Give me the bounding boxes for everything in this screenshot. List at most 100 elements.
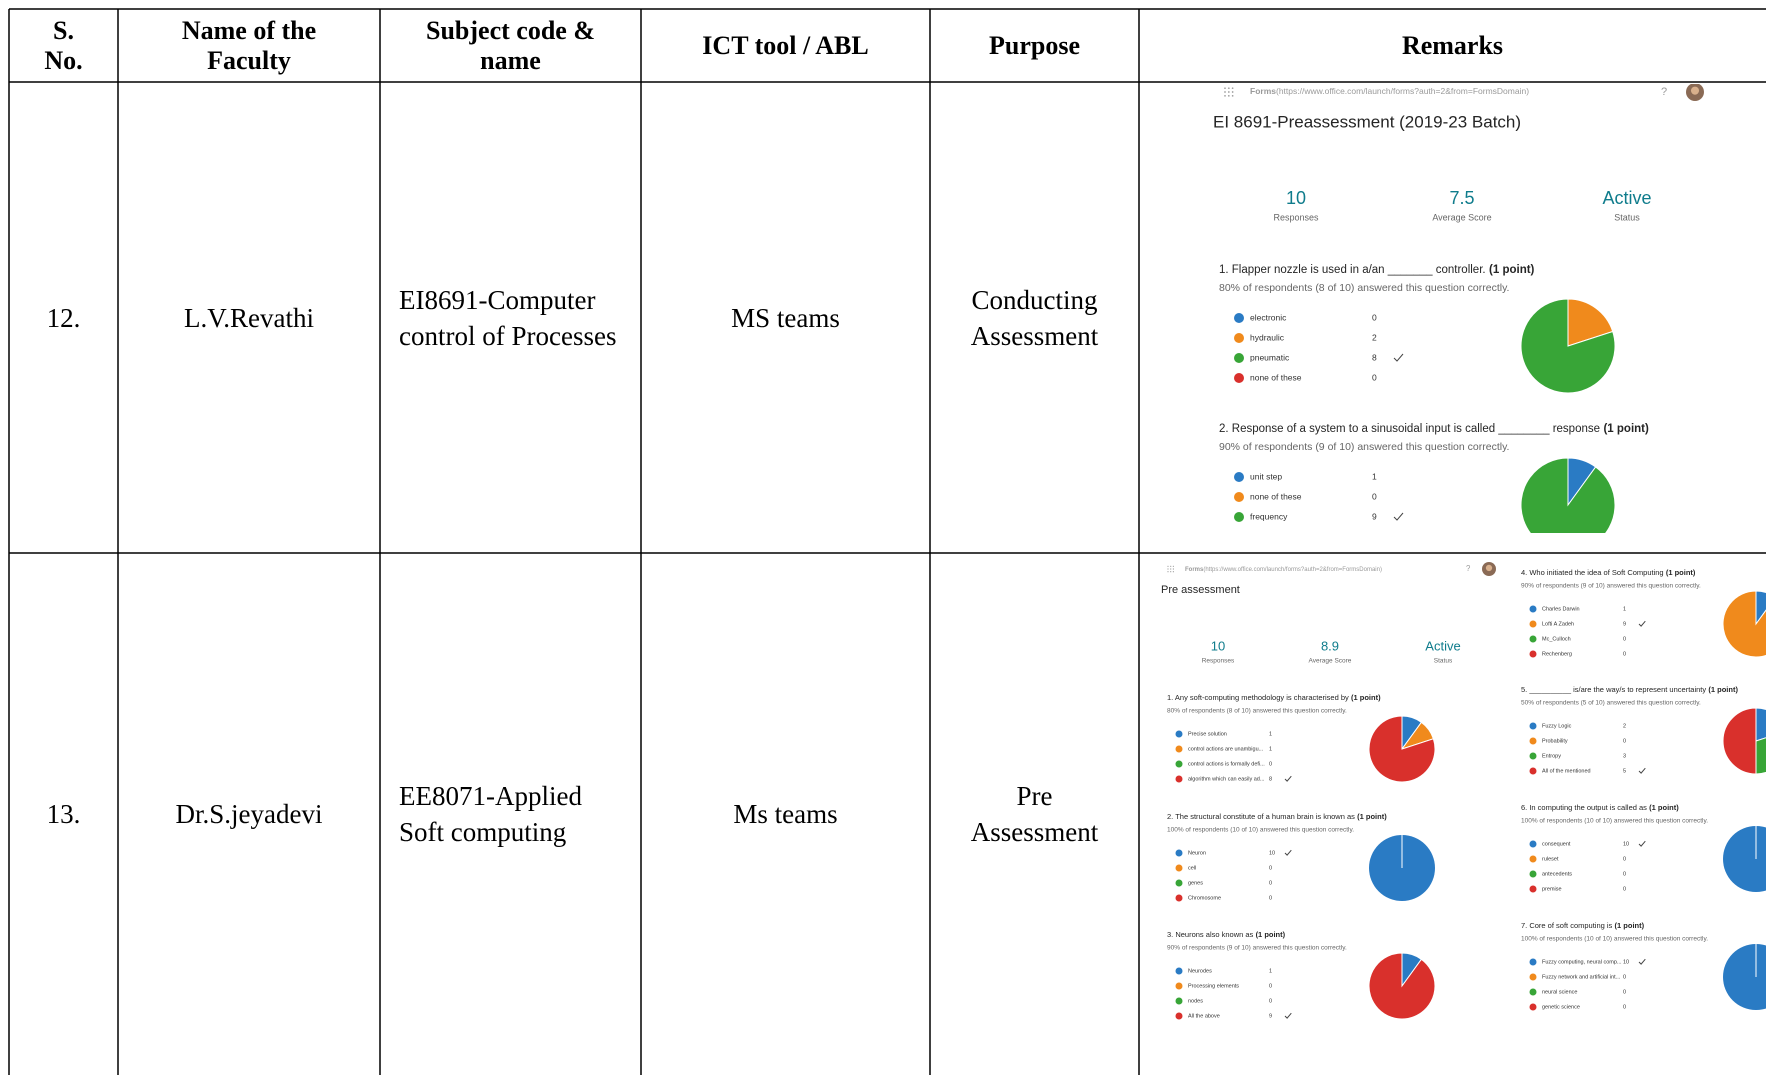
app-name: Forms (1185, 567, 1204, 573)
header-text: Name of the Faculty (181, 15, 317, 75)
question-summary: 50% of respondents (5 of 10) answered th… (1521, 700, 1701, 707)
option-dot (1175, 849, 1183, 857)
option-label: Entropy (1542, 753, 1561, 759)
app-grid-icon (1227, 87, 1230, 90)
app-grid-icon (1172, 568, 1174, 570)
option-count: 10 (1623, 959, 1629, 965)
option-dot (1175, 760, 1183, 768)
question-summary: 100% of respondents (10 of 10) answered … (1521, 936, 1708, 943)
option-count: 0 (1623, 871, 1626, 877)
subject-cell: EE8071-Applied Soft computing (380, 553, 641, 1075)
option-count: 0 (1372, 312, 1377, 322)
option-dot (1529, 620, 1537, 628)
question-points: (1 point) (1708, 685, 1738, 694)
option-count: 2 (1372, 332, 1377, 342)
stat-value: 7.5 (1449, 188, 1474, 208)
option-count: 1 (1269, 731, 1272, 737)
option-label: electronic (1250, 312, 1287, 322)
question-summary: 90% of respondents (9 of 10) answered th… (1219, 441, 1509, 453)
question-prompt: 2. Response of a system to a sinusoidal … (1219, 423, 1649, 435)
option-dot (1234, 512, 1244, 522)
option-count: 0 (1623, 738, 1626, 744)
stat-value: Active (1425, 638, 1460, 653)
app-grid-icon (1224, 91, 1226, 93)
pie-slice (1401, 715, 1423, 751)
question-prompt: 6. In computing the output is called as(… (1521, 803, 1679, 812)
stat-label: Status (1614, 212, 1640, 222)
question-prompt: 7. Core of soft computing is (1 point) (1521, 921, 1645, 930)
header-cell: ICT tool / ABL (641, 9, 930, 82)
option-count: 10 (1269, 850, 1275, 856)
option-label: Precise solution (1188, 731, 1227, 737)
header-cell: S. No. (9, 9, 118, 82)
app-grid-icon (1231, 87, 1234, 90)
option-dot (1529, 958, 1537, 966)
faculty-cell: L.V.Revathi (118, 82, 380, 553)
app-url: (https://www.office.com/launch/forms?aut… (1276, 86, 1529, 96)
correct-check (1284, 775, 1292, 782)
pie-slice (1755, 707, 1766, 742)
header-cell: Subject code & name (380, 9, 641, 82)
option-dot (1529, 767, 1537, 775)
avatar (1482, 562, 1496, 576)
app-grid-icon (1227, 91, 1230, 93)
app-name: Forms (1250, 86, 1276, 96)
app-url: (https://www.office.com/launch/forms?aut… (1203, 567, 1382, 573)
option-count: 0 (1623, 974, 1626, 980)
option-label: cell (1188, 865, 1196, 871)
option-count: 0 (1269, 865, 1272, 871)
option-label: ruleset (1542, 856, 1559, 862)
option-dot (1234, 373, 1244, 383)
stat-label: Average Score (1432, 212, 1491, 222)
stat-label: Average Score (1309, 658, 1352, 665)
option-label: Probability (1542, 738, 1568, 744)
header-text: Subject code & name (426, 15, 595, 75)
option-dot (1529, 885, 1537, 893)
pie-slice (1755, 737, 1766, 775)
correct-check (1284, 849, 1292, 856)
option-label: nodes (1188, 998, 1203, 1004)
option-dot (1175, 982, 1183, 990)
option-label: Mc_Culloch (1542, 636, 1571, 642)
option-count: 0 (1269, 880, 1272, 886)
option-label: Fuzzy Logic (1542, 723, 1572, 729)
option-dot (1175, 967, 1183, 975)
pie-slice (1368, 715, 1436, 783)
question-prompt: 2. The structural constitute of a human … (1167, 812, 1387, 821)
option-dot (1529, 988, 1537, 996)
correct-check (1638, 767, 1646, 774)
pie-slice (1400, 721, 1435, 750)
purpose: Pre Assessment (970, 781, 1099, 847)
option-count: 9 (1372, 511, 1377, 521)
header-cell: Purpose (930, 9, 1139, 82)
option-dot (1529, 840, 1537, 848)
question-points: (1 point) (1603, 423, 1649, 435)
option-dot (1234, 353, 1244, 363)
option-count: 0 (1623, 989, 1626, 995)
app-grid-icon (1167, 571, 1169, 573)
option-label: Rechenberg (1542, 651, 1572, 657)
avatar-face (1690, 86, 1700, 95)
option-count: 0 (1623, 856, 1626, 862)
question-text: 7. Core of soft computing is (1521, 921, 1613, 930)
option-count: 2 (1623, 723, 1626, 729)
pie-slice (1368, 952, 1436, 1020)
option-label: antecedents (1542, 871, 1572, 877)
question-prompt: 4. Who initiated the idea of Soft Comput… (1521, 568, 1696, 577)
stat-value: 10 (1286, 188, 1306, 208)
ict-tool: MS teams (731, 302, 840, 333)
app-grid-icon (1172, 565, 1174, 567)
pie-slice (1369, 835, 1435, 901)
option-dot (1529, 1003, 1537, 1011)
question-summary: 90% of respondents (9 of 10) answered th… (1521, 583, 1701, 590)
question-points: (1 point) (1489, 264, 1535, 276)
question-prompt: 1. Any soft-computing methodology is cha… (1167, 693, 1381, 702)
option-count: 1 (1623, 606, 1626, 612)
forms-screenshot: Forms(https://www.office.com/launch/form… (1213, 84, 1704, 533)
option-dot (1529, 737, 1537, 745)
tool-cell: Ms teams (641, 553, 930, 1075)
question-points: (1 point) (1256, 930, 1286, 939)
forms-screenshot: Forms(https://www.office.com/launch/form… (1161, 562, 1766, 1020)
question-text: 1. Any soft-computing methodology is cha… (1167, 693, 1349, 702)
question-points: (1 point) (1351, 693, 1381, 702)
